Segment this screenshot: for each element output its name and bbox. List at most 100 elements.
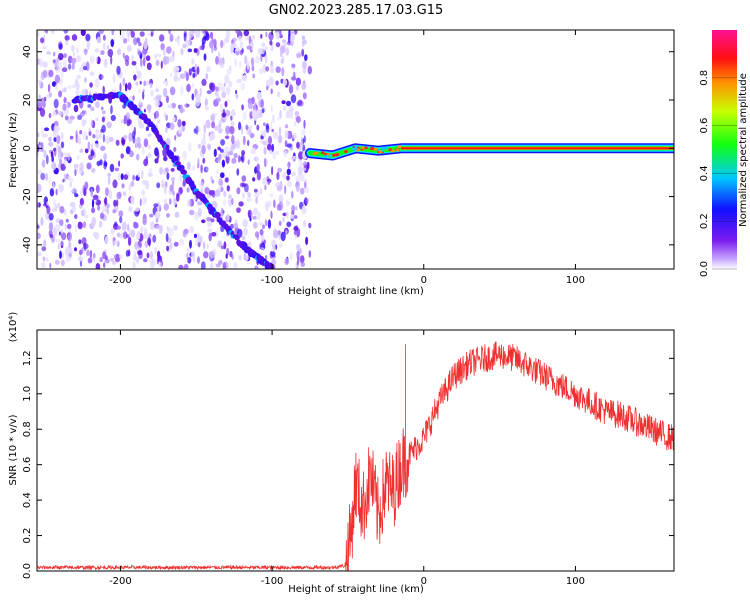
noise-blob	[134, 241, 139, 250]
noise-blob	[85, 135, 88, 140]
noise-blob	[231, 134, 235, 145]
noise-blob	[61, 232, 67, 241]
noise-blob	[48, 136, 52, 142]
noise-blob	[203, 53, 207, 61]
noise-blob	[98, 30, 104, 34]
noise-blob	[286, 109, 291, 118]
noise-blob	[107, 48, 114, 58]
noise-blob	[42, 45, 47, 50]
noise-blob	[133, 250, 136, 261]
noise-blob	[241, 104, 244, 111]
snr-axes: -200 -100 0 100 0.0 0.2 0.4 0.6 0.8 1.0 1.2	[22, 330, 674, 587]
noise-blob	[219, 63, 225, 69]
noise-blob	[95, 143, 100, 148]
noise-blob	[100, 106, 104, 111]
noise-blob	[155, 59, 160, 66]
noise-blob	[155, 225, 161, 230]
noise-blob	[130, 195, 135, 205]
noise-blob	[198, 143, 201, 149]
noise-blob	[113, 199, 117, 207]
noise-blob	[200, 181, 205, 191]
noise-blob	[135, 81, 139, 86]
noise-blob	[143, 158, 149, 167]
noise-blob	[87, 141, 91, 150]
x-tick-label: 100	[566, 275, 585, 286]
noise-blob	[251, 109, 257, 119]
figure-title: GN02.2023.285.17.03.G15	[269, 3, 444, 18]
noise-blob	[241, 150, 246, 156]
noise-blob	[233, 261, 238, 269]
noise-blob	[177, 128, 182, 135]
noise-blob	[100, 50, 105, 56]
noise-blob	[141, 169, 144, 179]
noise-blob	[143, 108, 146, 113]
noise-blob	[295, 115, 301, 124]
noise-blob	[201, 30, 204, 34]
noise-blob	[220, 172, 225, 179]
noise-blob	[66, 223, 72, 230]
noise-blob	[68, 248, 73, 255]
noise-blob	[239, 49, 243, 56]
y-tick-label: 40	[22, 45, 33, 58]
noise-blob	[67, 117, 73, 124]
noise-blob	[67, 63, 72, 70]
noise-blob	[53, 136, 57, 142]
y-tick-label: 20	[22, 94, 33, 107]
noise-blob	[148, 32, 151, 37]
noise-blob	[86, 249, 90, 257]
noise-blob	[282, 172, 287, 180]
noise-blob	[172, 116, 176, 122]
noise-blob	[237, 35, 243, 42]
noise-blob	[302, 42, 305, 48]
noise-blob	[179, 173, 183, 182]
noise-blob	[132, 261, 136, 269]
noise-blob	[291, 63, 296, 68]
noise-blob	[246, 60, 250, 70]
noise-blob	[291, 204, 296, 213]
noise-blob	[186, 187, 190, 193]
noise-blob	[160, 43, 165, 51]
noise-blob	[154, 53, 157, 60]
noise-blob	[275, 42, 281, 48]
noise-blob	[270, 210, 273, 219]
noise-blob	[267, 143, 272, 151]
noise-blob	[253, 207, 258, 216]
noise-blob	[48, 92, 52, 98]
noise-blob	[289, 252, 293, 261]
noise-blob	[155, 217, 159, 223]
noise-blob	[113, 254, 117, 259]
noise-blob	[271, 143, 275, 152]
noise-blob	[252, 147, 256, 154]
noise-blob	[45, 256, 49, 262]
noise-blob	[145, 55, 151, 62]
noise-blob	[217, 146, 221, 151]
noise-blob	[112, 74, 116, 84]
noise-blob	[215, 86, 219, 92]
noise-blob	[116, 225, 121, 230]
noise-blob	[235, 139, 241, 149]
noise-blob	[174, 135, 177, 141]
noise-blob	[188, 68, 192, 76]
noise-blob	[221, 159, 226, 168]
noise-blob	[165, 167, 169, 173]
noise-blob	[264, 46, 268, 51]
noise-blob	[246, 197, 252, 202]
noise-blob	[256, 163, 260, 172]
noise-blob	[284, 185, 287, 195]
noise-blob	[52, 207, 55, 213]
noise-blob	[211, 179, 215, 184]
noise-blob	[259, 229, 264, 236]
trace-point	[214, 211, 221, 219]
noise-blob	[255, 197, 258, 204]
noise-blob	[180, 48, 184, 55]
noise-blob	[278, 220, 282, 226]
noise-blob	[150, 31, 154, 37]
noise-blob	[104, 235, 109, 245]
noise-blob	[259, 68, 263, 75]
noise-blob	[185, 72, 189, 82]
noise-blob	[168, 30, 171, 35]
noise-blob	[210, 218, 215, 223]
noise-blob	[55, 238, 61, 243]
noise-blob	[72, 52, 76, 57]
